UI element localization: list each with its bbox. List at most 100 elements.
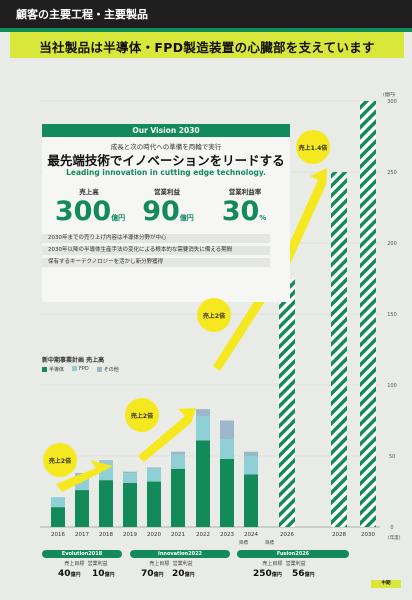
kpi-number: 300 <box>54 196 112 227</box>
callout-badge: 売上2倍 <box>43 443 77 477</box>
legend-label: その他 <box>103 367 119 373</box>
plan-profit-number: 10 <box>92 569 105 579</box>
y-tick-label: 200 <box>387 241 397 247</box>
bar-other <box>244 451 258 456</box>
x-tick-label: 2024 <box>244 532 258 538</box>
plan-sales-value: 40億円 <box>58 569 81 579</box>
plan-labels: 売上目標 営業利益 <box>140 560 202 567</box>
plan-sales-number: 40 <box>58 569 71 579</box>
legend-title: 新中期事業計画 売上高 <box>42 357 105 364</box>
bar-other <box>196 409 210 417</box>
plan-unit: 億円 <box>271 572 282 578</box>
plan-sales-number: 70 <box>141 569 154 579</box>
bar-fpd <box>51 497 65 508</box>
bar-other <box>147 467 161 469</box>
legend-swatch <box>42 367 47 372</box>
legend-item: その他 <box>96 366 119 373</box>
x-tick-label: 2019 <box>123 532 137 538</box>
x-tick-label: 2026 <box>280 532 294 538</box>
kpi-number: 90 <box>142 196 180 227</box>
legend-item: FPD <box>72 366 89 373</box>
bar-fpd <box>220 438 234 459</box>
kpi-unit: 億円 <box>111 214 126 222</box>
note-label: 目標 <box>265 541 274 546</box>
bar-semiconductor <box>171 468 185 527</box>
bar-other <box>220 420 234 439</box>
bar-semiconductor <box>147 481 161 527</box>
plan-profit-value: 10億円 <box>92 569 115 579</box>
plan-labels: 売上目標 営業利益 <box>56 560 116 567</box>
plan-profit-value: 56億円 <box>292 569 315 579</box>
bar-fpd <box>147 468 161 482</box>
plan-profit-number: 56 <box>292 569 305 579</box>
plan-sales-label: 売上目標 <box>262 561 283 567</box>
plan-labels: 売上目標 営業利益 <box>253 560 315 567</box>
vision-bullet: 2030年以降の半導体生産手法の変化による根本的な需要消失に備える期間 <box>42 246 270 255</box>
target-bar <box>331 172 347 527</box>
legend-swatch <box>72 366 78 371</box>
bar-fpd <box>196 416 210 441</box>
y-axis-unit: (億円) <box>383 93 396 98</box>
x-tick-label: 2017 <box>75 532 89 538</box>
plan-sales-number: 250 <box>253 569 272 579</box>
y-tick-label: 150 <box>387 312 397 318</box>
header-bar: 顧客の主要工程・主要製品 <box>0 0 412 28</box>
y-tick-label: 100 <box>387 383 397 389</box>
bar-semiconductor <box>123 482 137 527</box>
bar-semiconductor <box>196 440 210 527</box>
kpi-unit: 億円 <box>179 214 194 222</box>
plan-profit-value: 20億円 <box>172 569 195 579</box>
callout-badge: 売上2倍 <box>197 298 231 332</box>
bar-fpd <box>171 454 185 469</box>
bar-semiconductor <box>99 480 113 527</box>
vision-headline: 最先端技術でイノベーションをリードする <box>47 153 285 168</box>
growth-arrow <box>282 168 327 264</box>
target-bar <box>360 101 376 527</box>
x-tick-label: 2028 <box>332 532 346 538</box>
kpi-label-margin: 営業利益率 <box>228 188 262 196</box>
header-stripe <box>0 28 412 32</box>
bar-other <box>123 471 137 474</box>
y-tick-label: 300 <box>387 99 397 105</box>
plan-unit: 億円 <box>70 572 81 578</box>
bar-semiconductor <box>244 474 258 527</box>
target-bar <box>279 278 295 527</box>
kpi-number: 30 <box>221 196 260 227</box>
growth-arrow <box>138 408 196 462</box>
bar-other <box>99 460 113 462</box>
kpi-label-sales: 売上高 <box>79 188 99 196</box>
y-tick-label: 250 <box>387 170 397 176</box>
plan-sales-value: 250億円 <box>253 569 282 579</box>
bar-fpd <box>123 473 137 483</box>
plan-profit-number: 20 <box>172 569 185 579</box>
callout-badge: 売上1.4倍 <box>296 130 330 164</box>
plan-sales-label: 売上目標 <box>149 561 170 567</box>
kpi-label-profit: 営業利益 <box>154 188 180 196</box>
legend: 半導体 FPD その他 <box>42 366 119 373</box>
kpi-value-sales: 300億円 <box>50 196 130 227</box>
plan-unit: 億円 <box>184 572 195 578</box>
bar-fpd <box>244 456 258 475</box>
vision-bullet: 保有するキーテクノロジーを活かし新分野獲得 <box>42 258 270 267</box>
legend-label: 半導体 <box>49 367 65 373</box>
x-tick-label: 2016 <box>51 532 65 538</box>
growth-arrow <box>56 460 113 492</box>
corner-stamp: 中期 <box>371 580 401 588</box>
kpi-unit: % <box>259 214 267 222</box>
plan-tab-fusion: Fusion2026 <box>237 550 349 558</box>
vision-tab: Our Vision 2030 <box>42 124 290 137</box>
legend-swatch <box>96 367 102 372</box>
plan-tab-innovation: Innovation2022 <box>130 550 230 558</box>
bar-semiconductor <box>220 458 234 527</box>
y-tick-label: 50 <box>389 454 395 460</box>
bar-semiconductor <box>51 507 65 527</box>
plan-tab-evolution: Evolution2018 <box>42 550 122 558</box>
kpi-value-profit: 90億円 <box>128 196 208 227</box>
x-tick-label: 2020 <box>147 532 161 538</box>
kpi-value-margin: 30% <box>204 196 284 227</box>
x-tick-label: 2018 <box>99 532 113 538</box>
callout-badge: 売上2倍 <box>125 398 159 432</box>
bar-other <box>171 451 185 455</box>
plan-unit: 億円 <box>153 572 164 578</box>
